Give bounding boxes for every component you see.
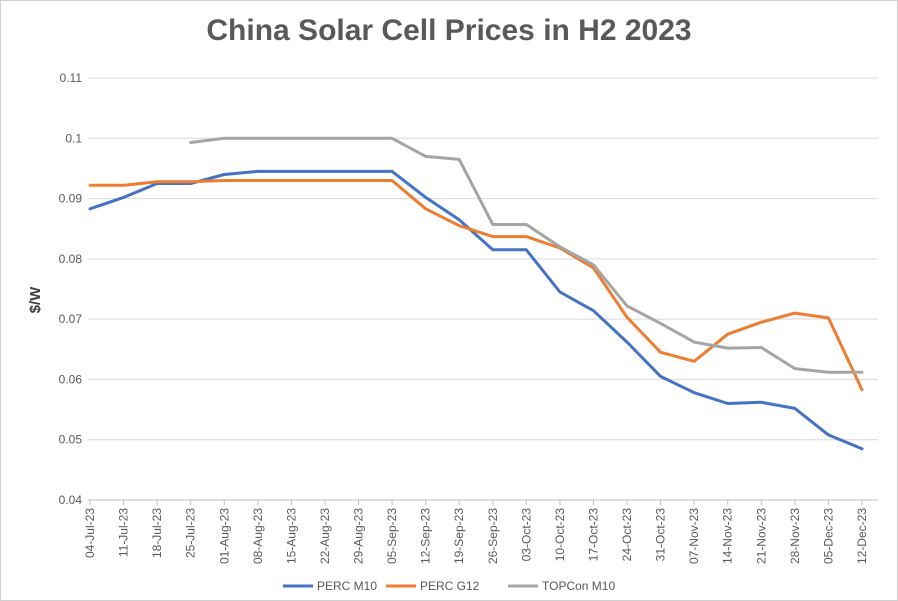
y-tick-label: 0.04 <box>59 493 83 507</box>
x-tick-label: 04-Jul-23 <box>83 508 97 558</box>
x-tick-label: 12-Sep-23 <box>419 508 433 564</box>
x-tick-label: 19-Sep-23 <box>452 508 466 564</box>
series-line-perc-m10 <box>88 169 864 451</box>
y-tick-label: 0.11 <box>60 71 83 85</box>
series-line-perc-g12 <box>88 179 864 392</box>
y-tick-label: 0.08 <box>59 252 83 266</box>
x-tick-label: 03-Oct-23 <box>519 508 533 562</box>
x-tick-label: 28-Nov-23 <box>788 508 802 564</box>
y-axis-label: $/W <box>27 286 44 314</box>
x-tick-label: 25-Jul-23 <box>184 508 198 558</box>
x-tick-label: 05-Sep-23 <box>385 508 399 564</box>
x-tick-label: 07-Nov-23 <box>687 508 701 564</box>
x-tick-label: 14-Nov-23 <box>721 508 735 564</box>
y-tick-label: 0.1 <box>65 131 82 145</box>
series-line-topcon-m10 <box>189 136 864 374</box>
x-tick-label: 29-Aug-23 <box>352 508 366 564</box>
legend: PERC M10 PERC G12 TOPCon M10 <box>283 579 615 593</box>
x-tick-label: 24-Oct-23 <box>620 508 634 562</box>
y-tick-label: 0.05 <box>59 433 83 447</box>
series-lines <box>88 136 864 451</box>
x-tick-label: 18-Jul-23 <box>150 508 164 558</box>
x-tick-label: 08-Aug-23 <box>251 508 265 564</box>
legend-label: PERC G12 <box>420 579 480 593</box>
x-tick-label: 01-Aug-23 <box>217 508 231 564</box>
x-tick-label: 10-Oct-23 <box>553 508 567 562</box>
x-tick-label: 15-Aug-23 <box>284 508 298 564</box>
x-tick-label: 12-Dec-23 <box>855 508 869 564</box>
legend-label: PERC M10 <box>317 579 377 593</box>
x-tick-label: 31-Oct-23 <box>654 508 668 562</box>
x-tick-label: 05-Dec-23 <box>821 508 835 564</box>
y-tick-label: 0.09 <box>59 192 83 206</box>
x-tick-label: 11-Jul-23 <box>117 508 131 557</box>
y-tick-label: 0.06 <box>59 372 83 386</box>
x-tick-label: 17-Oct-23 <box>586 508 600 562</box>
x-tick-label: 21-Nov-23 <box>754 508 768 564</box>
x-axis-ticks: 04-Jul-23 11-Jul-23 18-Jul-23 25-Jul-23 01-A… <box>83 499 878 564</box>
chart-title: China Solar Cell Prices in H2 2023 <box>206 14 692 47</box>
legend-label: TOPCon M10 <box>542 579 615 593</box>
x-tick-label: 26-Sep-23 <box>486 508 500 564</box>
y-axis-ticks: 0.04 0.05 0.06 0.07 0.08 0.09 0.1 0.11 <box>59 71 83 507</box>
x-tick-label: 22-Aug-23 <box>318 508 332 564</box>
y-tick-label: 0.07 <box>59 312 83 326</box>
